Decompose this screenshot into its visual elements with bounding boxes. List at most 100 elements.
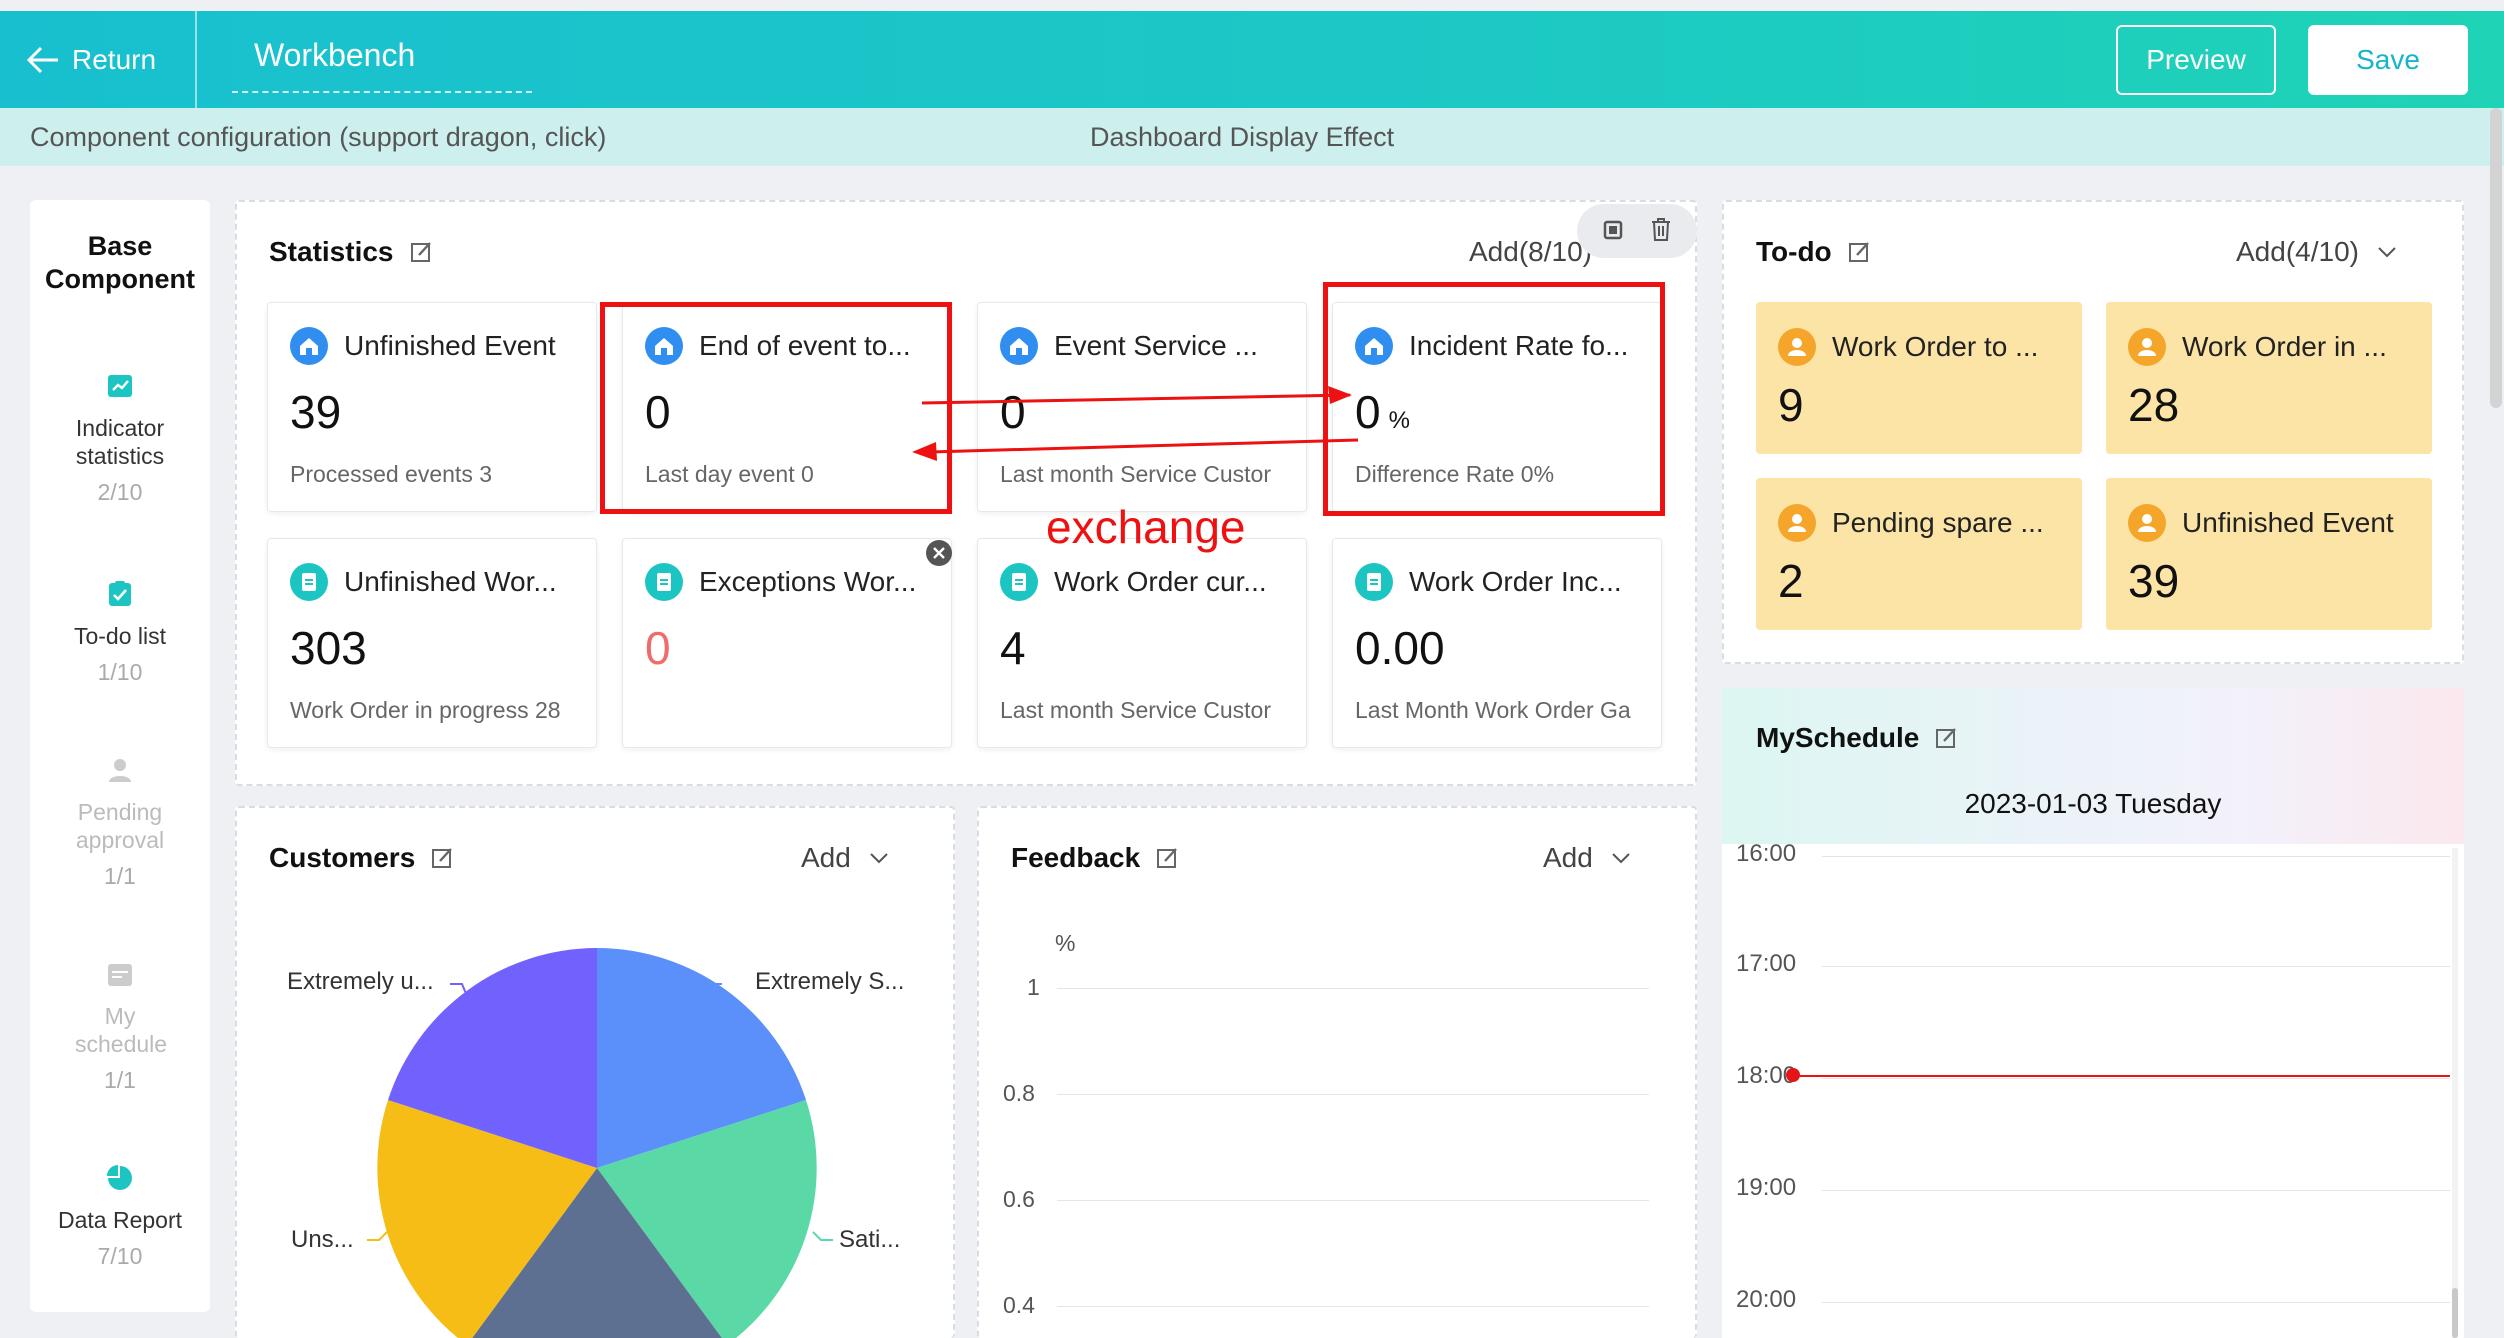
feedback-title-text: Feedback <box>1011 842 1141 873</box>
stat-tile[interactable]: Event Service ... 0 Last month Service C… <box>977 302 1307 512</box>
chevron-down-icon <box>2378 247 2396 258</box>
customers-add-dropdown[interactable]: Add <box>801 842 889 874</box>
pie-label: Sati... <box>839 1226 901 1253</box>
stat-value: 0.00 <box>1355 622 1445 674</box>
return-button[interactable]: Return <box>26 11 156 108</box>
preview-button[interactable]: Preview <box>2116 25 2276 95</box>
close-icon[interactable] <box>925 539 953 567</box>
schedule-title: MySchedule <box>1756 722 1959 754</box>
annotation-box <box>1323 282 1665 516</box>
stat-title: Event Service ... <box>1054 330 1258 361</box>
scrollbar-thumb[interactable] <box>2452 1288 2458 1338</box>
todo-tile[interactable]: Unfinished Event 39 <box>2106 478 2432 630</box>
feedback-add-dropdown[interactable]: Add <box>1543 842 1631 874</box>
todo-item-value: 39 <box>2128 555 2180 607</box>
clipboard-icon <box>1355 563 1393 601</box>
component-my-schedule[interactable]: My schedule 1/1 <box>30 960 210 1094</box>
todo-item-value: 28 <box>2128 379 2180 431</box>
page-title[interactable]: Workbench <box>254 37 416 73</box>
user-icon <box>2128 328 2166 366</box>
stat-tile[interactable]: Exceptions Wor... 0 <box>622 538 952 748</box>
todo-tile[interactable]: Pending spare ... 2 <box>1756 478 2082 630</box>
y-gridline <box>1057 1200 1649 1201</box>
page-scrollbar[interactable] <box>2490 108 2502 408</box>
component-label: Data Report <box>57 1207 182 1233</box>
home-icon <box>290 327 328 365</box>
copy-icon[interactable] <box>1601 218 1625 242</box>
statistics-add-dropdown[interactable]: Add(8/10) <box>1469 236 1630 268</box>
feedback-title: Feedback <box>1011 842 1180 874</box>
stat-subtext: Processed events 3 <box>290 461 493 487</box>
pie-chart-icon <box>107 1165 132 1190</box>
stat-value: 4 <box>1000 622 1026 674</box>
schedule-header: MySchedule 2023-01-03 Tuesday <box>1722 688 2464 844</box>
pie-label: Extremely S... <box>755 968 905 995</box>
stat-subtext: Last day event 0 <box>645 461 814 487</box>
component-pending-approval[interactable]: Pending approval 1/1 <box>30 756 210 890</box>
todo-tile[interactable]: Work Order in ... 28 <box>2106 302 2432 454</box>
stat-value: 303 <box>290 622 367 674</box>
stat-tile[interactable]: Work Order cur... 4 Last month Service C… <box>977 538 1307 748</box>
stat-title: Exceptions Wor... <box>699 566 917 597</box>
customers-title: Customers <box>269 842 455 874</box>
stat-tile[interactable]: Incident Rate fo... 0% Difference Rate 0… <box>1332 302 1662 512</box>
current-time-dot <box>1786 1068 1800 1082</box>
stat-subtext: Last month Service Custor <box>1000 697 1272 723</box>
calendar-icon <box>108 964 132 986</box>
component-indicator-statistics[interactable]: Indicator statistics 2/10 <box>30 372 210 506</box>
y-tick-label: 0.8 <box>1003 1080 1035 1106</box>
customers-pie-chart <box>367 948 833 1338</box>
exchange-arrows <box>912 386 1359 461</box>
customers-widget[interactable]: Customers Add Extremely u... Extremely S… <box>235 806 955 1338</box>
scrollbar-track[interactable] <box>2452 848 2458 1338</box>
y-tick-label: 0.4 <box>1003 1292 1035 1318</box>
pie-slice <box>377 1100 597 1338</box>
stat-tile[interactable]: End of event to... 0 Last day event 0 <box>622 302 952 512</box>
todo-add-dropdown[interactable]: Add(4/10) <box>2236 236 2397 268</box>
customers-title-text: Customers <box>269 842 416 873</box>
home-icon <box>645 327 683 365</box>
stat-value: 0 <box>1000 386 1026 438</box>
trash-icon[interactable] <box>1649 216 1673 242</box>
stat-value: 39 <box>290 386 342 438</box>
save-button[interactable]: Save <box>2308 25 2468 95</box>
schedule-widget[interactable]: MySchedule 2023-01-03 Tuesday 16:00 17:0… <box>1722 688 2464 1338</box>
clipboard-icon <box>290 563 328 601</box>
stat-tile[interactable]: Unfinished Wor... 303 Work Order in prog… <box>267 538 597 748</box>
hour-gridline <box>1822 1190 2450 1191</box>
y-gridline <box>1057 988 1649 989</box>
component-data-report[interactable]: Data Report 7/10 <box>30 1164 210 1270</box>
edit-icon[interactable] <box>431 846 455 870</box>
todo-tile[interactable]: Work Order to ... 9 <box>1756 302 2082 454</box>
pie-label: Uns... <box>291 1226 354 1253</box>
y-tick-label: 1 <box>1027 974 1040 1000</box>
stat-title: Work Order cur... <box>1054 566 1267 597</box>
edit-icon[interactable] <box>1935 726 1959 750</box>
hour-label: 20:00 <box>1736 1286 1797 1313</box>
todo-item-title: Pending spare ... <box>1832 507 2044 538</box>
stat-subtext: Last month Service Custor <box>1000 461 1272 487</box>
todo-item-title: Work Order to ... <box>1832 331 2039 362</box>
feedback-widget[interactable]: Feedback Add % 1 0.8 0.6 0.4 <box>977 806 1697 1338</box>
y-gridline <box>1057 1094 1649 1095</box>
component-count: 1/1 <box>104 863 136 889</box>
edit-icon[interactable] <box>1848 240 1872 264</box>
add-label: Add <box>1543 842 1593 873</box>
component-todo-list[interactable]: To-do list 1/10 <box>30 580 210 686</box>
edit-icon[interactable] <box>1156 846 1180 870</box>
todo-title: To-do <box>1756 236 1872 268</box>
statistics-title: Statistics <box>269 236 434 268</box>
stat-title: Incident Rate fo... <box>1409 330 1629 361</box>
stat-tile[interactable]: Work Order Inc... 0.00 Last Month Work O… <box>1332 538 1662 748</box>
stat-value: 0 <box>645 622 671 674</box>
base-component-panel: Base Component Indicator statistics 2/10… <box>30 200 210 1312</box>
todo-item-value: 9 <box>1778 379 1804 431</box>
edit-icon[interactable] <box>410 240 434 264</box>
user-icon <box>1778 328 1816 366</box>
hour-gridline <box>1822 1078 2450 1079</box>
stat-tile[interactable]: Unfinished Event 39 Processed events 3 <box>267 302 597 512</box>
stat-subtext: Work Order in progress 28 <box>290 697 561 723</box>
arrow-left-icon <box>26 46 58 73</box>
todo-item-title: Work Order in ... <box>2182 331 2387 362</box>
title-underline <box>232 91 532 93</box>
